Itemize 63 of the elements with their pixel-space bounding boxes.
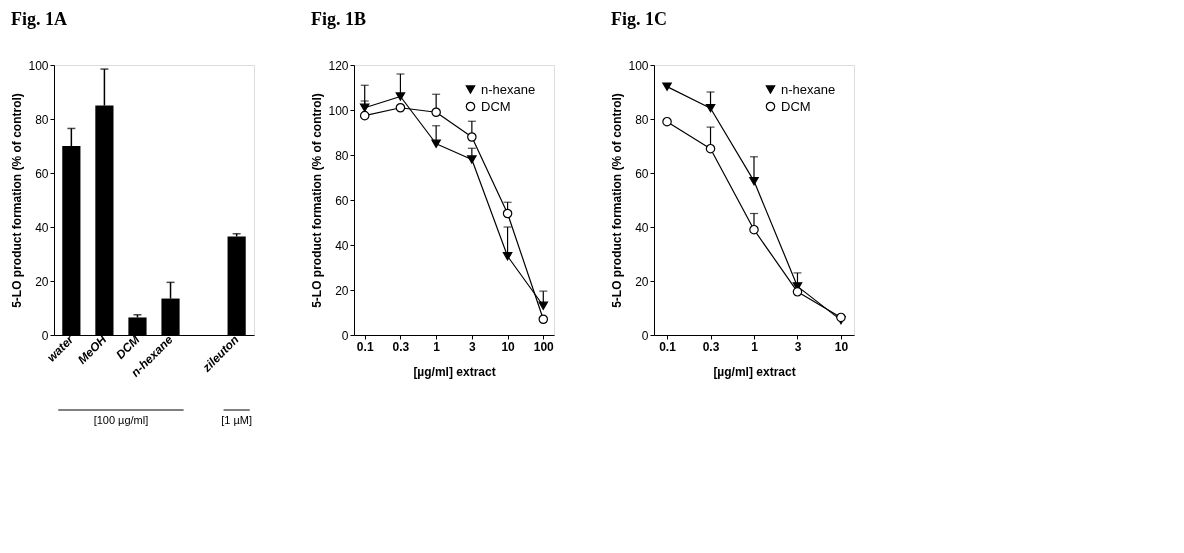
- x-tick-label: 0.3: [702, 339, 720, 354]
- point: [467, 155, 477, 164]
- x-tick-label: 3: [794, 339, 802, 354]
- y-tick-label: 80: [335, 148, 349, 163]
- x-tick-label: 0.1: [659, 339, 677, 354]
- x-axis-title: [µg/ml] extract: [713, 364, 796, 379]
- text: [1 µM]: [221, 414, 253, 426]
- point: [705, 143, 716, 154]
- y-tick-label: 20: [635, 274, 649, 289]
- point: [359, 110, 370, 121]
- y-tick-label: 80: [635, 112, 649, 127]
- x-tick-label: 1: [433, 339, 441, 354]
- point: [705, 103, 716, 113]
- chart-title: Fig. 1B: [310, 9, 366, 29]
- point: [749, 224, 759, 235]
- legend-label: n-hexane: [481, 81, 536, 97]
- point: [792, 287, 803, 297]
- y-tick-label: 60: [335, 193, 349, 208]
- y-tick-label: 0: [41, 328, 49, 343]
- point: [431, 107, 441, 118]
- point: [502, 252, 513, 261]
- point: [359, 103, 370, 112]
- y-tick-label: 20: [35, 274, 49, 289]
- x-tick-label: 100: [533, 339, 555, 354]
- point: [538, 301, 549, 310]
- x-tick-label: 0.3: [392, 339, 410, 354]
- y-tick-label: 100: [28, 58, 49, 73]
- text: [100 µg/ml]: [93, 414, 149, 426]
- y-tick-label: 40: [335, 238, 349, 253]
- point: [395, 102, 406, 113]
- x-tick-label: 3: [469, 339, 477, 354]
- legend-label: n-hexane: [781, 81, 836, 97]
- y-tick-label: 60: [35, 166, 49, 181]
- y-tick-label: 120: [328, 58, 349, 73]
- y-tick-label: 40: [35, 220, 49, 235]
- chart-title: Fig. 1C: [610, 9, 667, 29]
- y-tick-label: 20: [335, 283, 349, 298]
- point: [538, 314, 549, 325]
- point: [662, 116, 672, 127]
- x-tick-label: 10: [834, 339, 849, 354]
- legend-label: DCM: [781, 98, 811, 114]
- chart-title: Fig. 1A: [10, 9, 67, 29]
- x-axis-title: [µg/ml] extract: [413, 364, 496, 379]
- y-tick-label: 100: [328, 103, 349, 118]
- y-tick-label: 60: [635, 166, 649, 181]
- y-axis-title: 5-LO product formation (% of control): [310, 93, 325, 308]
- point: [467, 132, 477, 142]
- x-tick-label: 1: [751, 339, 759, 354]
- point: [662, 82, 672, 91]
- point: [749, 176, 759, 186]
- legend-label: DCM: [481, 98, 511, 114]
- y-axis-title: 5-LO product formation (% of control): [610, 93, 625, 308]
- y-tick-label: 100: [628, 58, 649, 73]
- y-tick-label: 80: [35, 112, 49, 127]
- y-tick-label: 40: [635, 220, 649, 235]
- x-tick-label: 10: [501, 339, 516, 354]
- x-tick-label: 0.1: [356, 339, 374, 354]
- point: [395, 92, 406, 101]
- y-axis-title: 5-LO product formation (% of control): [10, 93, 25, 308]
- y-tick-label: 0: [641, 328, 649, 343]
- point: [502, 208, 513, 219]
- y-tick-label: 0: [341, 328, 349, 343]
- point: [431, 139, 441, 148]
